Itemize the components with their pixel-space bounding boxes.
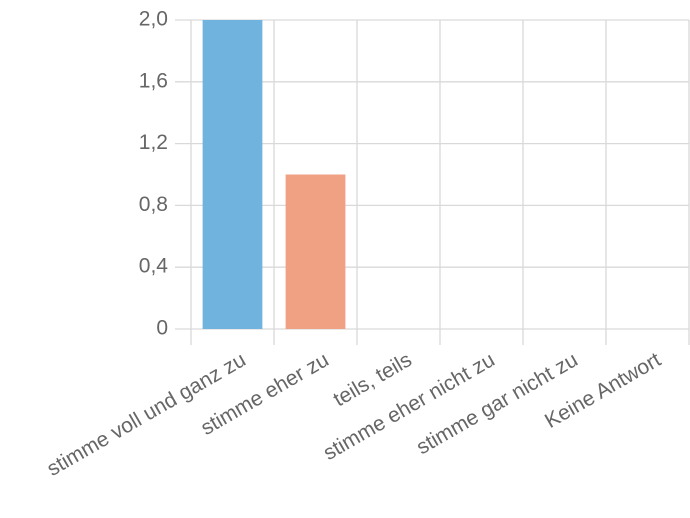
bar: [285, 174, 346, 329]
y-tick-label: 2,0: [139, 8, 168, 31]
y-tick-label: 0,8: [139, 193, 168, 216]
y-tick-label: 0: [156, 317, 168, 340]
y-tick-label: 1,6: [139, 69, 168, 92]
y-tick-label: 1,2: [139, 131, 168, 154]
y-tick-label: 0,4: [139, 255, 169, 278]
bar: [202, 20, 263, 329]
